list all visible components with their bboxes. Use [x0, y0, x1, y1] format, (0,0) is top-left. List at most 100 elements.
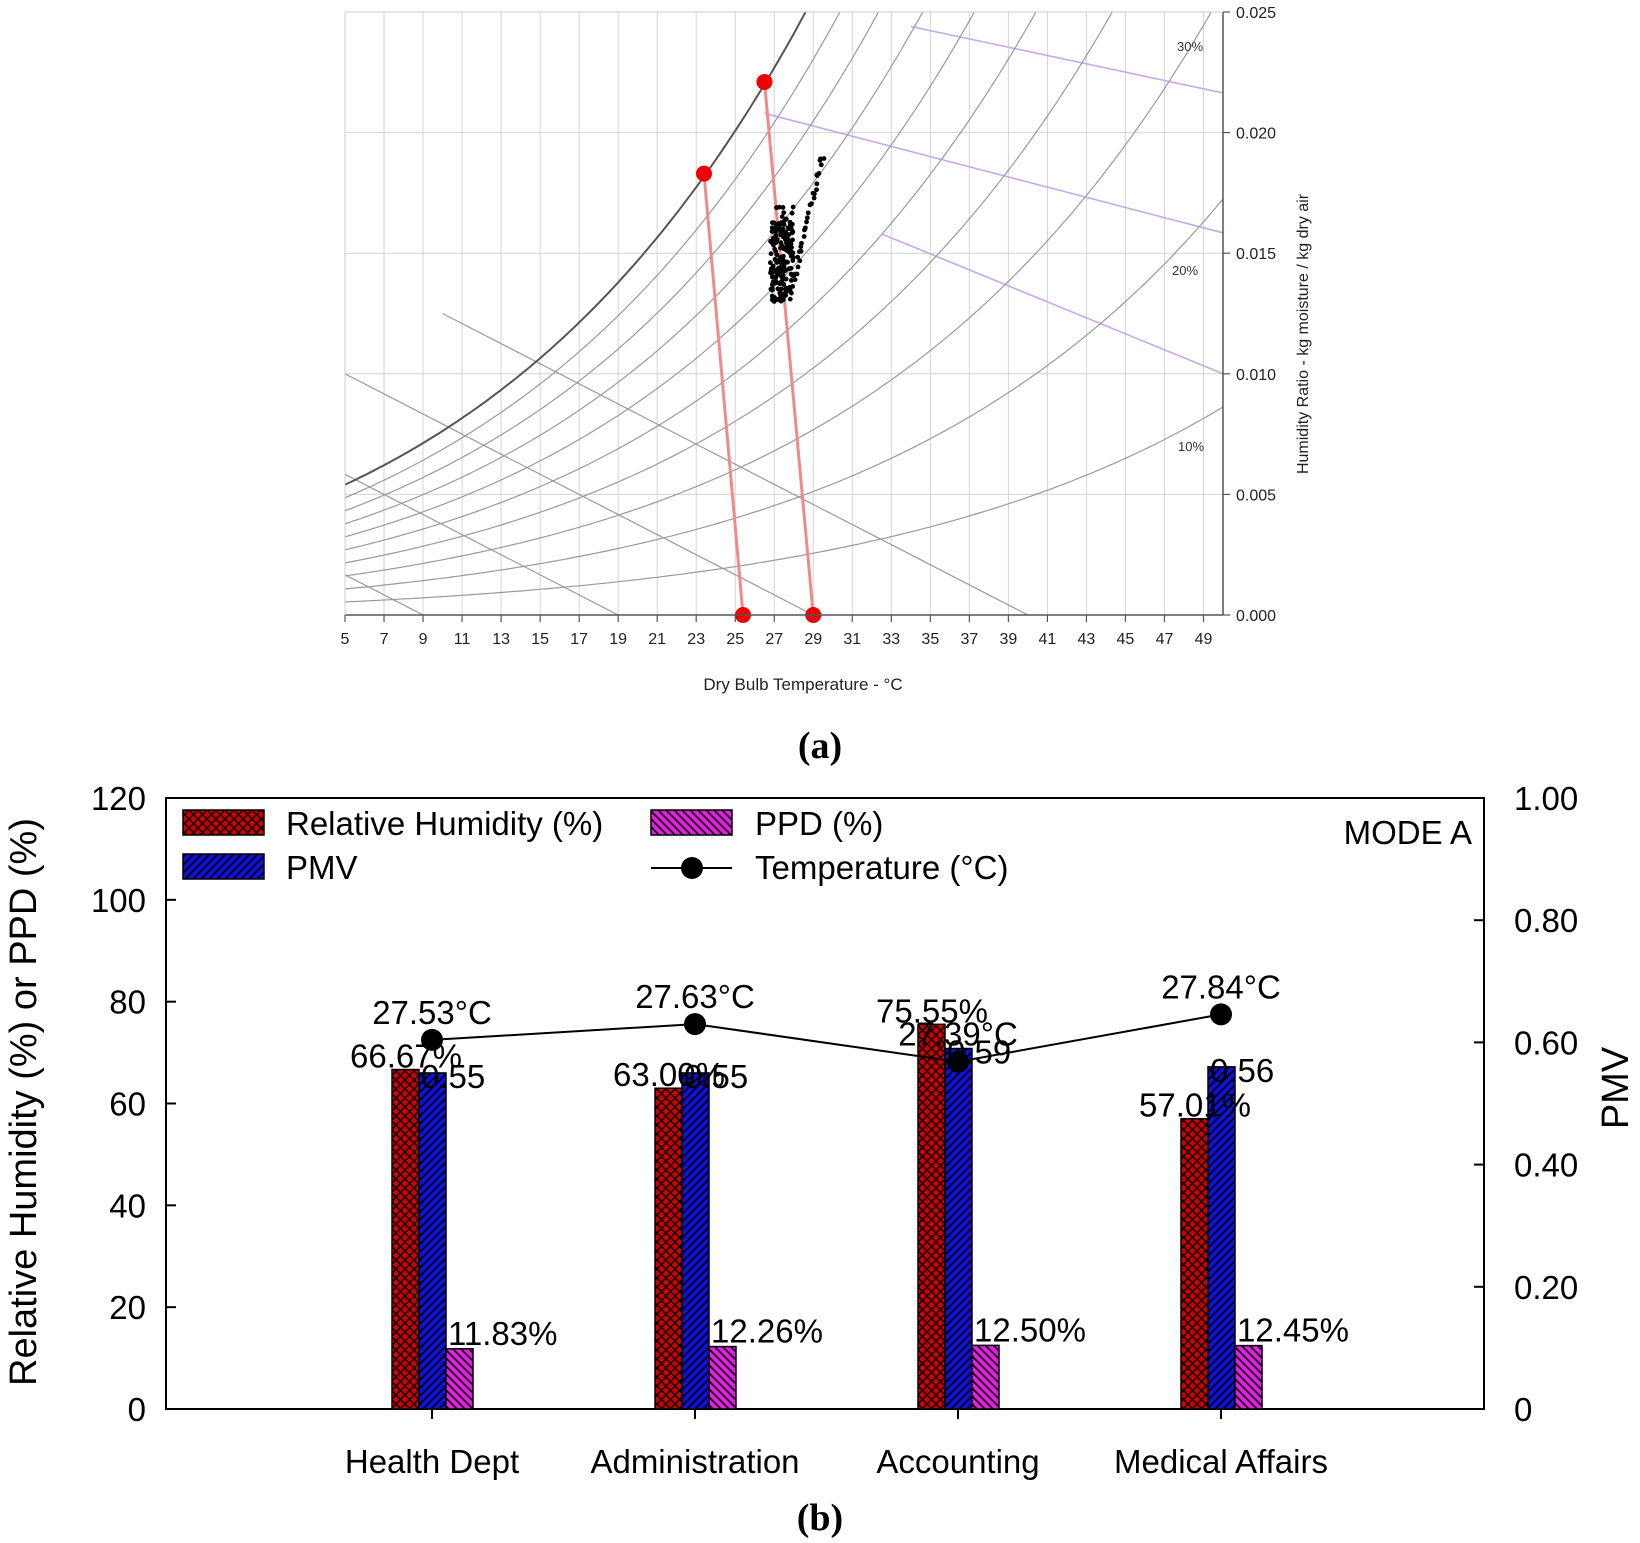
b-bar-rh [391, 1068, 420, 1410]
legend-swatch-pmv [182, 853, 265, 880]
a-sample-point [778, 286, 784, 292]
a-x-tick-label: 41 [1039, 631, 1057, 648]
legend-label-temp: Temperature (°C) [755, 849, 1008, 886]
a-sample-point [779, 228, 784, 234]
a-sample-point [811, 191, 817, 197]
a-sample-point [770, 274, 775, 280]
b-right-tick-label: 0.80 [1514, 902, 1578, 939]
a-x-tick-label: 35 [921, 631, 939, 648]
b-right-tick-label: 0.60 [1514, 1024, 1578, 1061]
b-left-tick-label: 80 [109, 984, 146, 1021]
b-temperature-path [431, 1013, 1222, 1063]
a-sample-point [773, 279, 779, 285]
b-bar-ppd [971, 1344, 1000, 1410]
b-label-rh: 66.67% [350, 1038, 462, 1075]
a-x-tick-label: 17 [570, 631, 588, 648]
b-right-axis-ticks: 0 0.20 0.40 0.60 0.80 1.00 [1474, 780, 1578, 1428]
a-state-point [756, 73, 773, 90]
a-sample-point [805, 210, 811, 216]
a-saturation-line [345, 12, 807, 486]
a-x-tick-label: 47 [1156, 631, 1174, 648]
b-category-label: Medical Affairs [1114, 1443, 1328, 1480]
a-sample-point [782, 291, 788, 296]
a-x-tick-label: 7 [380, 631, 389, 648]
a-x-tick-label: 27 [765, 631, 783, 648]
b-label-temperature: 27.84°C [1161, 968, 1281, 1005]
a-sample-point [795, 254, 801, 260]
b-right-tick-label: 0.40 [1514, 1147, 1578, 1184]
b-data-labels: 66.67%0.5511.83%63.00%0.5512.26%75.55%0.… [350, 968, 1349, 1351]
b-bar-ppd [1234, 1344, 1263, 1410]
b-left-tick-label: 40 [109, 1187, 146, 1224]
a-process-line [762, 81, 815, 616]
a-x-tick-label: 49 [1195, 631, 1213, 648]
b-panel-label: (b) [797, 1497, 843, 1539]
a-enthalpy-line [910, 25, 1223, 94]
a-x-tick-label: 29 [804, 631, 822, 648]
b-bar-pmv [944, 1047, 973, 1410]
legend-marker-temp [681, 857, 703, 879]
a-sample-point [775, 272, 781, 278]
b-label-pmv: 0.55 [421, 1058, 485, 1095]
a-wetbulb-line [345, 473, 619, 615]
b-temperature-marker [684, 1013, 706, 1036]
a-sample-point [778, 298, 784, 304]
a-x-tick-label: 39 [999, 631, 1017, 648]
a-sample-point [768, 251, 774, 257]
b-left-tick-label: 0 [128, 1391, 146, 1428]
a-sample-point [797, 258, 803, 264]
a-x-tick-label: 15 [531, 631, 549, 648]
a-sample-point [787, 250, 792, 255]
a-rh-curve [345, 198, 1223, 590]
b-bar-ppd [708, 1345, 737, 1410]
b-temperature-marker [421, 1028, 443, 1051]
a-y-axis-label: Humidity Ratio - kg moisture / kg dry ai… [1295, 193, 1312, 474]
a-sample-point [787, 284, 793, 290]
b-left-axis-label: Relative Humidity (%) or PPD (%) [3, 818, 45, 1386]
b-left-tick-label: 60 [109, 1086, 146, 1123]
b-left-tick-label: 120 [91, 780, 146, 817]
a-sample-point [809, 201, 814, 207]
b-bar-pmv [681, 1072, 710, 1410]
a-sample-point [790, 204, 796, 210]
a-x-tick-label: 11 [454, 631, 471, 648]
b-category-ticks: Health Dept Administration Accounting Medic… [345, 1409, 1328, 1480]
a-rh-label: 20% [1172, 263, 1198, 278]
b-bar-pmv [418, 1072, 447, 1410]
b-label-ppd: 12.26% [711, 1313, 823, 1350]
a-sample-point [814, 181, 820, 187]
a-enthalpy-line [881, 233, 1223, 375]
comfort-bar-chart: 0 20 40 60 80 100 120 0 0.20 0.40 0.60 0.80 1.00 He… [3, 780, 1637, 1539]
a-sample-point [811, 195, 817, 201]
a-sample-point [801, 234, 807, 239]
b-label-rh: 63.00% [613, 1056, 725, 1093]
b-label-ppd: 12.45% [1237, 1312, 1349, 1349]
b-bar-rh [654, 1087, 683, 1410]
b-right-tick-label: 0.20 [1514, 1269, 1578, 1306]
a-x-tick-label: 43 [1078, 631, 1096, 648]
a-enthalpy-line [764, 112, 1223, 234]
b-legend: Relative Humidity (%) PPD (%) PMV Temper… [182, 805, 1008, 886]
a-sample-point [782, 268, 788, 274]
b-right-tick-label: 0 [1514, 1391, 1532, 1428]
a-saturation-curve [345, 12, 807, 486]
a-x-tick-label: 21 [648, 631, 666, 648]
a-x-tick-label: 13 [492, 631, 510, 648]
b-label-temperature: 27.53°C [372, 994, 492, 1031]
a-sample-point [783, 285, 789, 291]
a-sample-point [783, 216, 789, 222]
a-sample-point [771, 242, 776, 248]
a-sample-point [781, 281, 787, 287]
psychrometric-chart: 5 7 9 11 13 15 17 19 21 23 25 27 29 31 33 35 37 39 41 43 45 4… [341, 5, 1312, 767]
a-sample-point [789, 226, 794, 232]
a-sample-point [779, 214, 785, 220]
a-state-points [696, 73, 822, 623]
a-y-tick-label: 0.020 [1236, 126, 1276, 143]
b-temperature-line [421, 1003, 1232, 1073]
b-category-label: Administration [590, 1443, 799, 1480]
a-sample-point [789, 290, 794, 296]
b-left-tick-label: 100 [91, 882, 146, 919]
a-sample-point [794, 271, 800, 277]
a-sample-point [769, 271, 774, 276]
